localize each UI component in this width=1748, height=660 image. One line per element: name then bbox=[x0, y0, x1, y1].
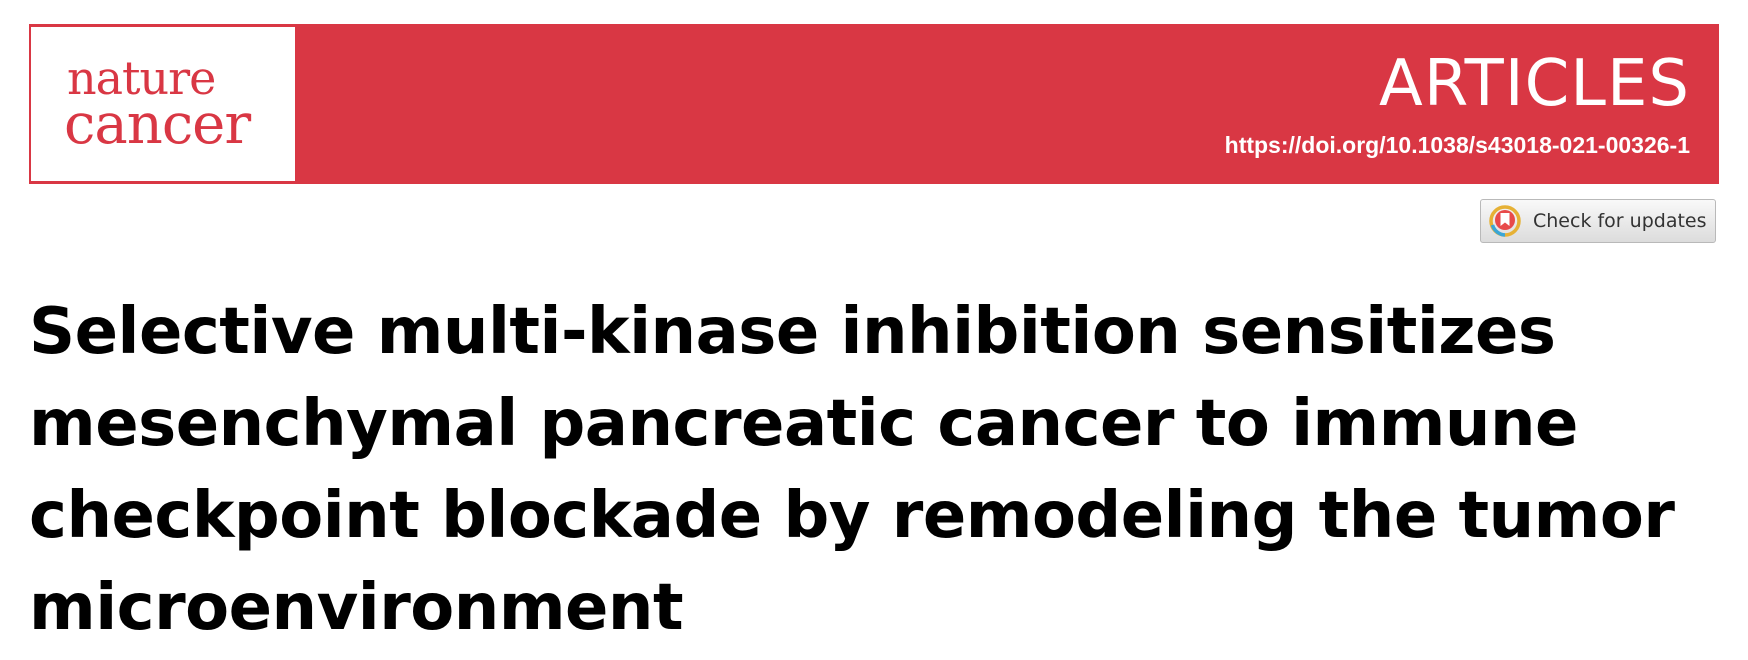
article-type-label: ARTICLES bbox=[1379, 47, 1690, 121]
journal-header-banner bbox=[29, 24, 1719, 184]
crossmark-icon bbox=[1489, 205, 1521, 237]
journal-logo[interactable]: nature cancer bbox=[31, 27, 295, 181]
title-line: mesenchymal pancreatic cancer to immune bbox=[29, 387, 1578, 461]
check-for-updates-label: Check for updates bbox=[1533, 210, 1707, 232]
title-line: microenvironment bbox=[29, 571, 684, 645]
logo-word-cancer: cancer bbox=[64, 92, 251, 157]
check-for-updates-button[interactable]: Check for updates bbox=[1480, 199, 1716, 243]
title-line: checkpoint blockade by remodeling the tu… bbox=[29, 479, 1675, 553]
article-title: Selective multi-kinase inhibition sensit… bbox=[29, 286, 1709, 654]
doi-link[interactable]: https://doi.org/10.1038/s43018-021-00326… bbox=[1224, 132, 1690, 158]
title-line: Selective multi-kinase inhibition sensit… bbox=[29, 295, 1556, 369]
logo-word-nature: nature bbox=[67, 51, 216, 105]
